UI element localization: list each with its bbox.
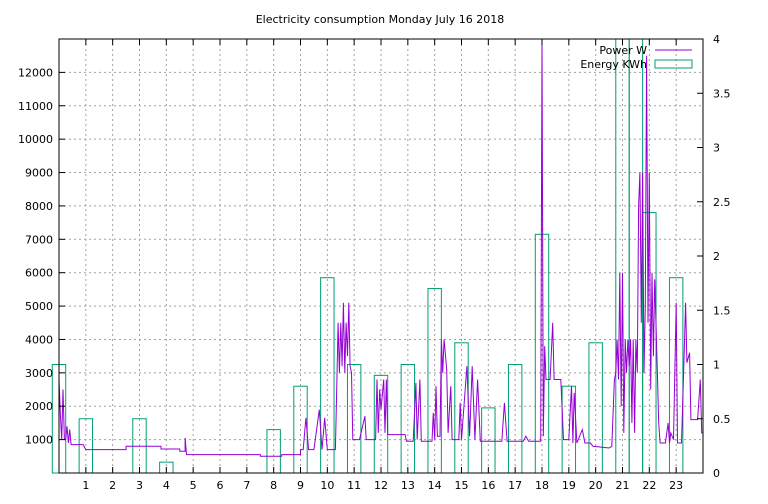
power-line	[58, 38, 703, 457]
x-tick-label: 20	[589, 479, 603, 492]
x-tick-label: 14	[428, 479, 442, 492]
legend-swatch-energy	[654, 59, 693, 69]
y-tick-label: 3000	[25, 367, 53, 380]
y2-tick-label: 1	[713, 359, 720, 372]
y2-tick-label: 3	[713, 142, 720, 155]
y-tick-label: 11000	[18, 100, 53, 113]
y-tick-label: 8000	[25, 200, 53, 213]
energy-box	[266, 429, 281, 474]
y2-tick-label: 2.5	[713, 196, 731, 209]
y2-tick-label: 4	[713, 33, 720, 46]
y2-tick-label: 3.5	[713, 87, 731, 100]
y2-tick-label: 0	[713, 467, 720, 480]
x-tick-label: 17	[508, 479, 522, 492]
x-tick-label: 3	[136, 479, 143, 492]
y-tick-label: 12000	[18, 66, 53, 79]
axis-layer: 1 2 3 4 5 6 7 8 9 10 11 12 13 14 15 16 17 18 19 20 21 22 23100…	[18, 33, 731, 492]
x-tick-label: 13	[401, 479, 415, 492]
x-tick-label: 10	[320, 479, 334, 492]
x-tick-label: 9	[297, 479, 304, 492]
legend-label-power: Power W	[599, 44, 647, 57]
x-tick-label: 2	[109, 479, 116, 492]
x-tick-label: 12	[374, 479, 388, 492]
x-tick-label: 21	[616, 479, 630, 492]
x-tick-label: 4	[163, 479, 170, 492]
legend-label-energy: Energy KWh	[580, 58, 647, 71]
y-tick-label: 1000	[25, 434, 53, 447]
y-tick-label: 10000	[18, 133, 53, 146]
energy-box	[588, 342, 603, 474]
x-tick-label: 23	[669, 479, 683, 492]
legend: Power W Energy KWh	[580, 44, 693, 71]
y-tick-label: 4000	[25, 333, 53, 346]
x-tick-label: 7	[243, 479, 250, 492]
chart-title: Electricity consumption Monday July 16 2…	[256, 13, 505, 26]
x-tick-label: 5	[190, 479, 197, 492]
y2-tick-label: 2	[713, 250, 720, 263]
y-tick-label: 6000	[25, 267, 53, 280]
series-layer	[51, 38, 703, 474]
x-tick-label: 18	[535, 479, 549, 492]
y2-tick-label: 0.5	[713, 413, 731, 426]
x-tick-label: 19	[562, 479, 576, 492]
x-tick-label: 6	[217, 479, 224, 492]
y-tick-label: 7000	[25, 233, 53, 246]
y-tick-label: 2000	[25, 400, 53, 413]
x-tick-label: 22	[642, 479, 656, 492]
x-tick-label: 1	[82, 479, 89, 492]
y-tick-label: 9000	[25, 167, 53, 180]
grid-layer	[59, 39, 703, 473]
x-tick-label: 16	[481, 479, 495, 492]
x-tick-label: 15	[455, 479, 469, 492]
x-tick-label: 8	[270, 479, 277, 492]
energy-box	[454, 342, 469, 474]
x-tick-label: 11	[347, 479, 361, 492]
y2-tick-label: 1.5	[713, 304, 731, 317]
y-tick-label: 5000	[25, 300, 53, 313]
